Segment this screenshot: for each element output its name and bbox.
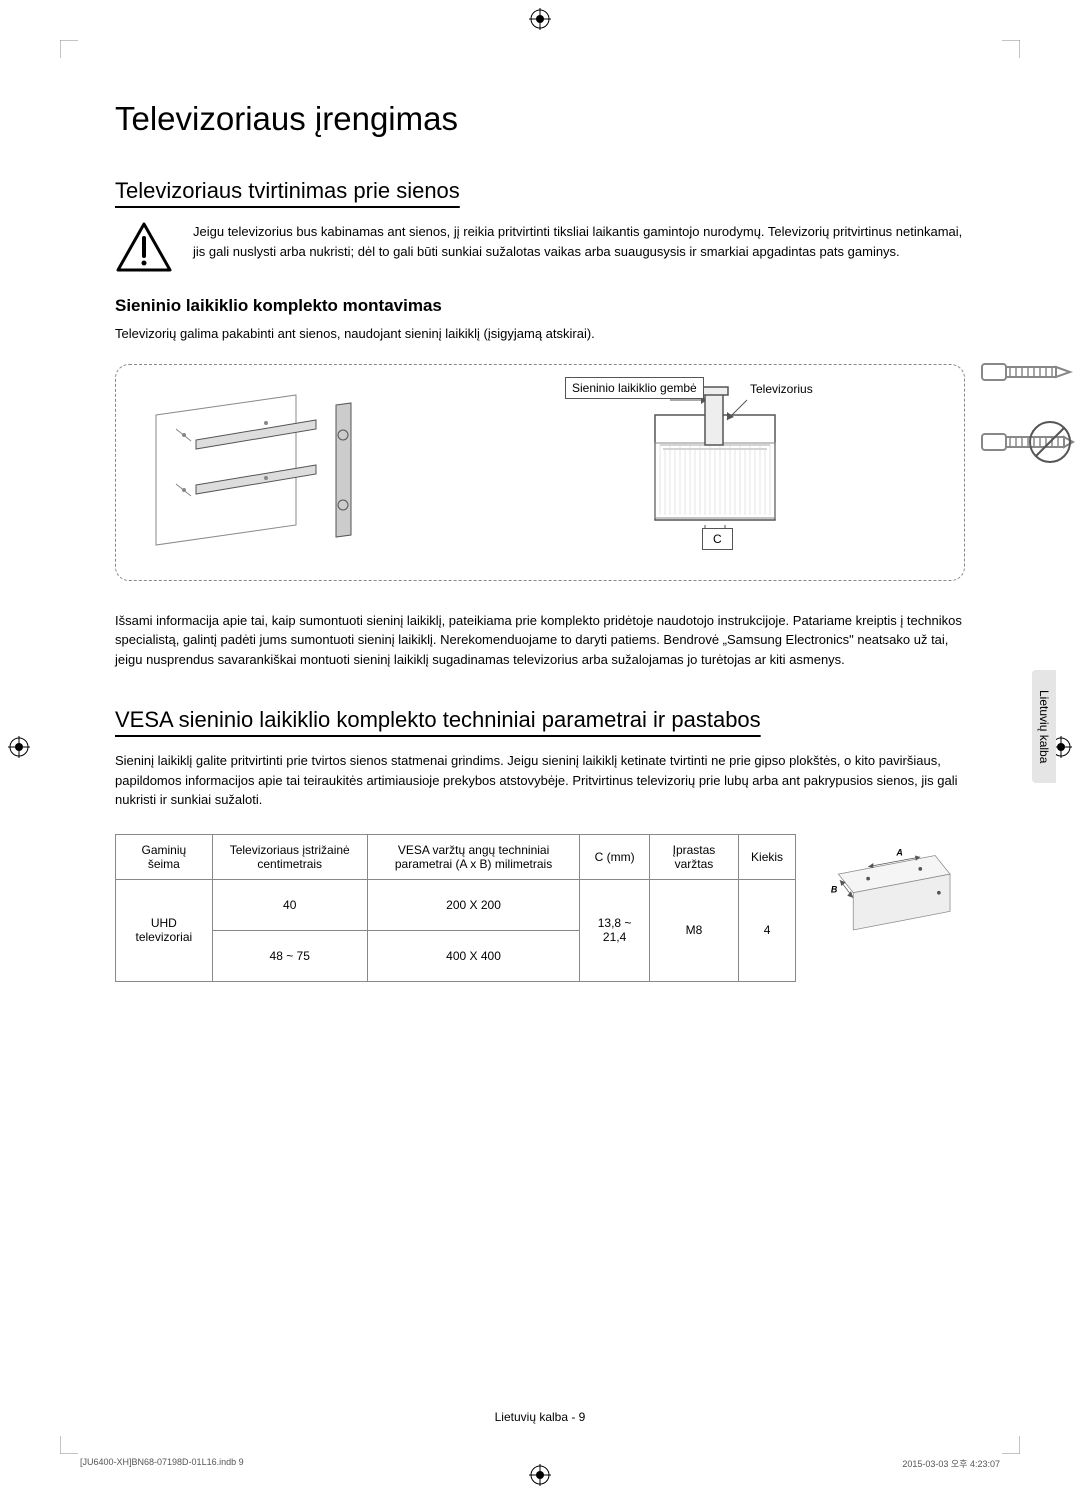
- table-header: Gaminių šeima: [116, 834, 213, 879]
- crop-mark-tr: [1002, 40, 1020, 58]
- section2: VESA sieninio laikiklio komplekto techni…: [115, 707, 965, 982]
- table-header: Televizoriaus įstrižainė centimetrais: [212, 834, 367, 879]
- warning-section: Jeigu televizorius bus kabinamas ant sie…: [115, 222, 965, 274]
- a-label: A: [895, 847, 902, 857]
- table-header: Kiekis: [739, 834, 796, 879]
- diagram-area: Sieninio laikiklio gembė Televizorius: [115, 364, 965, 581]
- crop-mark-br: [1002, 1436, 1020, 1454]
- page-content: Televizoriaus įrengimas Televizoriaus tv…: [0, 0, 1080, 1022]
- table-cell: 40: [212, 879, 367, 930]
- footer-meta-right: 2015-03-03 오후 4:23:07: [902, 1457, 1000, 1470]
- subsection-title: Sieninio laikiklio komplekto montavimas: [115, 296, 965, 316]
- section1-heading: Televizoriaus tvirtinimas prie sienos: [115, 178, 965, 204]
- table-row: UHD televizoriai 40 200 X 200 13,8 ~ 21,…: [116, 879, 796, 930]
- section1-paragraph: Išsami informacija apie tai, kaip sumont…: [115, 611, 965, 670]
- reg-mark-left: [8, 736, 30, 758]
- table-diagram-wrap: Gaminių šeima Televizoriaus įstrižainė c…: [115, 824, 965, 982]
- reg-mark-top: [529, 8, 551, 30]
- footer-meta-left: [JU6400-XH]BN68-07198D-01L16.indb 9: [80, 1457, 244, 1470]
- table-header-row: Gaminių šeima Televizoriaus įstrižainė c…: [116, 834, 796, 879]
- warning-icon: [115, 222, 173, 274]
- section2-paragraph: Sieninį laikiklį galite pritvirtinti pri…: [115, 751, 965, 810]
- table-cell: M8: [649, 879, 738, 981]
- table-cell: 13,8 ~ 21,4: [580, 879, 650, 981]
- screw-icons-group: [980, 354, 1075, 466]
- b-label: B: [831, 884, 838, 894]
- crop-mark-tl: [60, 40, 78, 58]
- section2-heading: VESA sieninio laikiklio komplekto techni…: [115, 707, 965, 733]
- vesa-table: Gaminių šeima Televizoriaus įstrižainė c…: [115, 834, 796, 982]
- diagram-container: Sieninio laikiklio gembė Televizorius: [115, 364, 965, 581]
- ab-diagram: A B: [816, 829, 965, 949]
- page-footer: Lietuvių kalba - 9: [0, 1410, 1080, 1424]
- side-language-tab: Lietuvių kalba: [1032, 670, 1056, 783]
- table-cell: 400 X 400: [367, 930, 580, 981]
- table-cell: 200 X 200: [367, 879, 580, 930]
- c-label: C: [702, 528, 733, 550]
- intro-text: Televizorių galima pakabinti ant sienos,…: [115, 324, 965, 344]
- table-cell: 48 ~ 75: [212, 930, 367, 981]
- crop-mark-bl: [60, 1436, 78, 1454]
- main-title: Televizoriaus įrengimas: [115, 100, 965, 138]
- table-cell: 4: [739, 879, 796, 981]
- screw-ok-icon: [980, 354, 1075, 390]
- table-header: Įprastas varžtas: [649, 834, 738, 879]
- warning-text: Jeigu televizorius bus kabinamas ant sie…: [193, 222, 965, 261]
- table-cell: UHD televizoriai: [116, 879, 213, 981]
- tv-label: Televizorius: [750, 382, 813, 396]
- bracket-label: Sieninio laikiklio gembė: [565, 377, 704, 399]
- screw-no-icon: [980, 418, 1075, 466]
- footer-meta: [JU6400-XH]BN68-07198D-01L16.indb 9 2015…: [80, 1457, 1000, 1470]
- diagram-tv-section: Sieninio laikiklio gembė Televizorius: [555, 385, 944, 560]
- diagram-wall-mount: [136, 385, 525, 560]
- table-header: VESA varžtų angų techniniai parametrai (…: [367, 834, 580, 879]
- table-header: C (mm): [580, 834, 650, 879]
